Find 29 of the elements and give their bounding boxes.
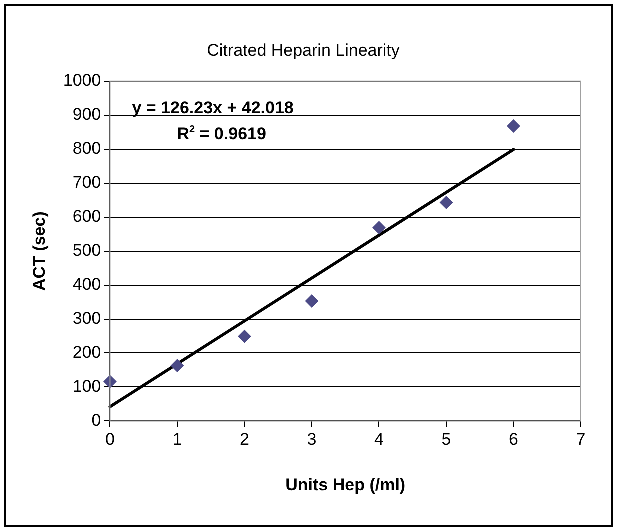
y-tick-label: 0: [92, 410, 102, 430]
x-tick-label: 0: [105, 430, 115, 450]
point: [305, 294, 318, 308]
x-axis-title: Units Hep (/ml): [286, 475, 406, 494]
point: [440, 196, 453, 210]
point: [104, 375, 117, 388]
point: [507, 120, 520, 133]
x-tick-label: 2: [240, 430, 250, 450]
y-tick-label: 300: [72, 308, 102, 328]
point: [238, 330, 252, 344]
x-tick-label: 1: [172, 430, 182, 450]
x-tick-label: 3: [307, 430, 317, 450]
y-tick-label: 700: [72, 173, 102, 192]
y-tick-label: 100: [72, 376, 102, 396]
x-tick-label: 4: [374, 430, 384, 450]
point: [372, 221, 386, 234]
y-axis-title: ACT (sec): [30, 212, 49, 291]
y-tick-label: 400: [72, 274, 102, 294]
x-tick-label: 7: [576, 430, 586, 450]
chart-title: Citrated Heparin Linearity: [207, 40, 400, 60]
y-tick-label: 500: [72, 240, 102, 260]
point: [170, 359, 184, 372]
x-tick-label: 6: [509, 430, 518, 450]
y-tick-label: 1000: [63, 71, 102, 90]
y-tick-label: 200: [72, 342, 102, 362]
x-tick-label: 5: [442, 430, 452, 450]
y-tick-label: 900: [72, 105, 102, 124]
y-tick-label: 600: [72, 207, 102, 226]
y-tick-label: 800: [72, 139, 102, 158]
